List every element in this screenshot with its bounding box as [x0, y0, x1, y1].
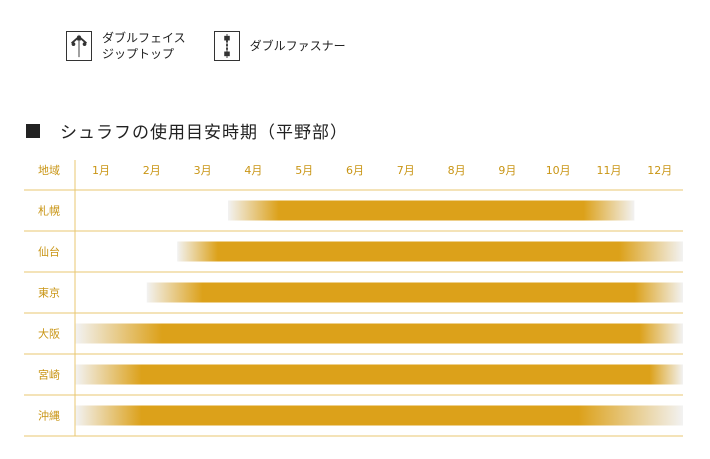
usage-range-bar	[177, 241, 683, 262]
region-label: 東京	[38, 286, 60, 300]
month-tick-label: 1月	[92, 164, 110, 177]
region-label: 宮崎	[38, 368, 60, 382]
legend-label-double-zipper: ダブルファスナー	[249, 39, 346, 53]
usage-range-bar	[146, 282, 684, 303]
month-tick-label: 8月	[448, 164, 466, 177]
legend-item-double-face: ダブルフェイス ジップトップ	[66, 30, 186, 62]
double-face-zip-icon	[66, 31, 92, 61]
month-tick-label: 3月	[194, 164, 212, 177]
month-tick-label: 2月	[143, 164, 161, 177]
usage-range-bar	[228, 200, 635, 221]
month-tick-label: 12月	[647, 164, 672, 177]
month-tick-label: 4月	[244, 164, 262, 177]
usage-range-bar	[75, 364, 684, 385]
legend-item-double-zipper: ダブルファスナー	[213, 31, 346, 61]
region-label: 札幌	[38, 204, 60, 218]
region-label: 大阪	[38, 327, 60, 341]
title-row: シュラフの使用目安時期（平野部）	[26, 118, 348, 143]
month-tick-label: 10月	[546, 164, 571, 177]
header-region-label: 地域	[38, 164, 60, 177]
month-tick-label: 11月	[597, 164, 622, 177]
month-tick-label: 5月	[295, 164, 313, 177]
chart-title: シュラフの使用目安時期（平野部）	[60, 123, 348, 143]
month-tick-label: 6月	[346, 164, 364, 177]
region-label: 仙台	[38, 245, 60, 259]
usage-range-bar	[75, 323, 684, 344]
legend: ダブルフェイス ジップトップ ダブルファスナー	[66, 30, 374, 62]
double-zipper-icon	[213, 31, 240, 61]
legend-label-double-face: ダブルフェイス ジップトップ	[102, 31, 186, 61]
region-label: 沖縄	[38, 409, 60, 423]
month-tick-label: 9月	[498, 164, 516, 177]
usage-range-bar	[75, 405, 684, 426]
title-bullet	[26, 123, 40, 138]
month-tick-label: 7月	[397, 164, 415, 177]
